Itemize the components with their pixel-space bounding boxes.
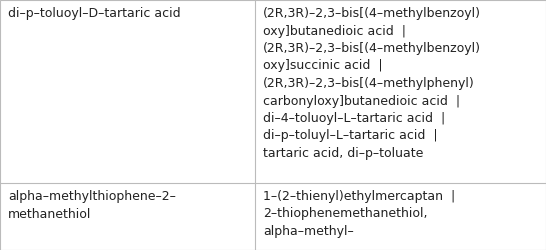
Text: alpha–methylthiophene–2–
methanethiol: alpha–methylthiophene–2– methanethiol (8, 190, 176, 220)
Text: di–p–toluoyl–D–tartaric acid: di–p–toluoyl–D–tartaric acid (8, 7, 181, 20)
Text: 1–(2–thienyl)ethylmercaptan  |
2–thiophenemethanethiol,
alpha–methyl–: 1–(2–thienyl)ethylmercaptan | 2–thiophen… (263, 190, 455, 238)
Text: (2R,3R)–2,3–bis[(4–methylbenzoyl)
oxy]butanedioic acid  |
(2R,3R)–2,3–bis[(4–met: (2R,3R)–2,3–bis[(4–methylbenzoyl) oxy]bu… (263, 7, 481, 160)
